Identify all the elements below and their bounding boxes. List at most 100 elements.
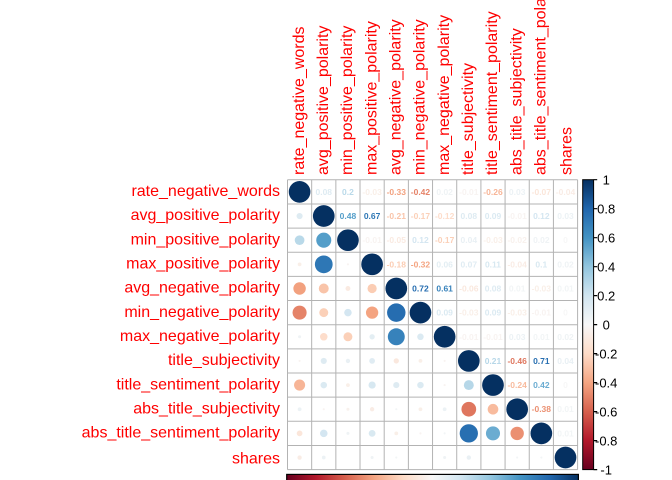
svg-text:0.03: 0.03 [509, 332, 526, 342]
svg-text:-0.02: -0.02 [507, 235, 527, 245]
svg-text:-1: -1 [600, 462, 612, 477]
svg-text:0.72: 0.72 [412, 283, 429, 293]
svg-text:abs_title_sentiment_polarity: abs_title_sentiment_polarity [82, 425, 280, 442]
svg-text:-0.01: -0.01 [532, 308, 552, 318]
svg-text:avg_positive_polarity: avg_positive_polarity [315, 26, 332, 175]
svg-text:0.07: 0.07 [461, 259, 478, 269]
svg-text:-0.33: -0.33 [387, 187, 407, 197]
svg-text:-0.6: -0.6 [595, 404, 617, 419]
svg-text:-0.03: -0.03 [459, 308, 479, 318]
svg-text:-0.8: -0.8 [595, 433, 617, 448]
svg-text:-0.03: -0.03 [362, 187, 382, 197]
svg-text:-0.05: -0.05 [387, 235, 407, 245]
svg-text:0.01: 0.01 [557, 428, 574, 438]
svg-text:title_subjectivity: title_subjectivity [168, 352, 280, 369]
svg-text:-0.07: -0.07 [532, 187, 552, 197]
svg-text:0.01: 0.01 [533, 332, 550, 342]
svg-text:0.08: 0.08 [485, 283, 502, 293]
svg-text:-0.2: -0.2 [595, 346, 617, 361]
svg-text:0: 0 [563, 308, 568, 318]
svg-text:0: 0 [603, 317, 610, 332]
svg-text:abs_title_subjectivity: abs_title_subjectivity [508, 28, 525, 175]
svg-text:0.12: 0.12 [412, 235, 429, 245]
svg-text:0.71: 0.71 [533, 356, 550, 366]
svg-text:-0.03: -0.03 [532, 283, 552, 293]
svg-text:-0.01: -0.01 [459, 187, 479, 197]
svg-text:0.01: 0.01 [557, 283, 574, 293]
svg-text:-0.04: -0.04 [556, 187, 576, 197]
svg-text:title_sentiment_polarity: title_sentiment_polarity [116, 376, 280, 393]
svg-text:avg_negative_polarity: avg_negative_polarity [124, 280, 280, 297]
svg-text:0.02: 0.02 [533, 235, 550, 245]
svg-text:0.01: 0.01 [557, 404, 574, 414]
svg-text:-0.03: -0.03 [507, 308, 527, 318]
svg-text:0.11: 0.11 [485, 259, 501, 269]
svg-text:-0.01: -0.01 [362, 235, 382, 245]
svg-text:0.12: 0.12 [533, 211, 550, 221]
svg-text:0.42: 0.42 [533, 380, 550, 390]
svg-text:-0.42: -0.42 [411, 187, 431, 197]
svg-text:abs_title_subjectivity: abs_title_subjectivity [133, 400, 280, 417]
svg-text:0.02: 0.02 [557, 259, 574, 269]
svg-text:-0.04: -0.04 [507, 259, 527, 269]
svg-text:-0.26: -0.26 [483, 187, 503, 197]
svg-text:shares: shares [558, 127, 575, 175]
svg-text:0.02: 0.02 [557, 332, 574, 342]
svg-text:-0.18: -0.18 [387, 259, 407, 269]
svg-text:0.08: 0.08 [461, 211, 478, 221]
svg-text:0.6: 0.6 [597, 230, 615, 245]
svg-text:rate_negative_words: rate_negative_words [131, 183, 280, 200]
svg-text:min_negative_polarity: min_negative_polarity [412, 19, 429, 175]
svg-text:-0.03: -0.03 [483, 235, 503, 245]
svg-text:abs_title_sentiment_polarity: abs_title_sentiment_polarity [533, 0, 550, 175]
svg-text:-0.01: -0.01 [459, 332, 479, 342]
svg-text:0.21: 0.21 [485, 356, 502, 366]
svg-text:-0.01: -0.01 [483, 332, 503, 342]
svg-text:0.04: 0.04 [557, 356, 574, 366]
svg-text:shares: shares [232, 450, 280, 467]
svg-text:-0.01: -0.01 [507, 211, 527, 221]
svg-text:-0.17: -0.17 [411, 211, 431, 221]
svg-text:0.1: 0.1 [535, 259, 547, 269]
svg-text:max_positive_polarity: max_positive_polarity [126, 256, 280, 273]
svg-text:0: 0 [563, 235, 568, 245]
svg-text:-0.21: -0.21 [387, 211, 407, 221]
svg-text:max_negative_polarity: max_negative_polarity [436, 15, 453, 175]
svg-text:avg_positive_polarity: avg_positive_polarity [131, 207, 280, 224]
svg-text:0.48: 0.48 [340, 211, 357, 221]
svg-text:max_positive_polarity: max_positive_polarity [363, 21, 380, 175]
svg-text:title_subjectivity: title_subjectivity [460, 63, 477, 175]
svg-text:-0.38: -0.38 [532, 404, 552, 414]
svg-text:-0.46: -0.46 [507, 356, 527, 366]
svg-text:-0.06: -0.06 [459, 283, 479, 293]
svg-text:0.02: 0.02 [436, 187, 453, 197]
svg-text:0.08: 0.08 [315, 187, 332, 197]
svg-text:-0.17: -0.17 [435, 235, 455, 245]
svg-text:1: 1 [603, 173, 610, 188]
svg-text:0.67: 0.67 [364, 211, 381, 221]
svg-text:0.01: 0.01 [509, 283, 526, 293]
svg-text:0.04: 0.04 [461, 235, 478, 245]
svg-text:0.06: 0.06 [436, 259, 453, 269]
svg-text:-0.24: -0.24 [507, 380, 527, 390]
svg-text:min_positive_polarity: min_positive_polarity [339, 26, 356, 175]
svg-text:max_negative_polarity: max_negative_polarity [120, 328, 280, 345]
svg-text:0.09: 0.09 [485, 308, 502, 318]
svg-text:0.2: 0.2 [342, 187, 354, 197]
svg-text:0.61: 0.61 [436, 283, 453, 293]
svg-text:0.2: 0.2 [597, 288, 615, 303]
svg-text:avg_negative_polarity: avg_negative_polarity [387, 19, 404, 175]
svg-text:-0.12: -0.12 [435, 211, 455, 221]
svg-text:-0.32: -0.32 [411, 259, 431, 269]
svg-text:rate_negative_words: rate_negative_words [291, 26, 308, 175]
svg-text:0.03: 0.03 [509, 187, 526, 197]
svg-text:0.09: 0.09 [485, 211, 502, 221]
svg-text:0.03: 0.03 [557, 211, 574, 221]
svg-text:0.8: 0.8 [597, 201, 615, 216]
svg-text:0: 0 [563, 380, 568, 390]
svg-text:0.09: 0.09 [436, 308, 453, 318]
svg-text:min_negative_polarity: min_negative_polarity [124, 304, 280, 321]
svg-text:title_sentiment_polarity: title_sentiment_polarity [484, 11, 501, 175]
svg-text:-0.4: -0.4 [595, 375, 617, 390]
svg-text:0.4: 0.4 [597, 259, 615, 274]
